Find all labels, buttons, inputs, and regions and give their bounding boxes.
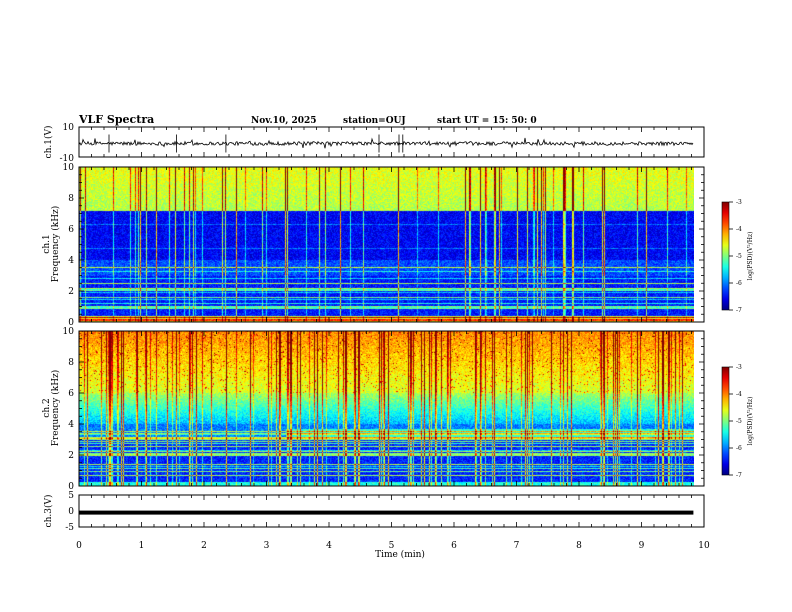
x-tick-label: 6 (451, 541, 457, 551)
ch1-spec-ylabel: Frequency (kHz) (50, 206, 61, 283)
ch1-cb-tick-m6: -6 (736, 280, 742, 287)
ch3-wave-ytick-5: 5 (68, 491, 74, 501)
ch2-spectrogram-image (79, 331, 694, 486)
chart-title: VLF Spectra (78, 113, 154, 126)
ch2-spec-channel-label: ch.2 (42, 398, 52, 417)
ch3-wave-ylabel: ch.3(V) (43, 495, 54, 528)
x-tick-label: 8 (576, 541, 582, 551)
ch2-spec-ytick-10: 10 (63, 327, 75, 337)
x-tick-label: 7 (514, 541, 520, 551)
ch2-spec-ytick-8: 8 (68, 358, 74, 368)
ch1-spec-ytick-8: 8 (68, 194, 74, 204)
x-axis-label: Time (min) (375, 549, 425, 560)
ch1-waveform-ticks (78, 127, 705, 157)
ch2-spec-ytick-0: 0 (68, 482, 74, 492)
ch1-spectrogram-ticks (78, 166, 705, 323)
ch1-spectrogram-image (79, 167, 694, 322)
ch3-waveform-trace (79, 510, 694, 515)
ch1-cb-tick-m7: -7 (736, 307, 742, 314)
ch1-colorbar-ticks (729, 201, 733, 311)
ch1-cb-tick-m5: -5 (736, 253, 742, 260)
ch1-wave-ytick-top: 10 (63, 123, 75, 133)
ch2-colorbar-ticks (729, 366, 733, 476)
ch1-waveform-panel: 10 -10 ch.1(V) (43, 123, 705, 164)
ch1-colorbar-label: log(PSD)(V²/Hz) (747, 232, 754, 281)
ch1-spectrogram-panel: 0 2 4 6 8 10 ch.1 Frequency (kHz) -3 -4 … (42, 163, 754, 328)
ch1-spec-ytick-10: 10 (63, 163, 75, 173)
ch2-cb-tick-m3: -3 (736, 364, 742, 371)
x-tick-label: 4 (326, 541, 332, 551)
x-tick-label: 1 (139, 541, 145, 551)
ch2-colorbar-label: log(PSD)(V²/Hz) (747, 397, 754, 446)
x-tick-label: 10 (698, 541, 710, 551)
ch1-spec-ytick-4: 4 (68, 256, 74, 266)
ch1-waveform-trace (78, 134, 694, 153)
x-tick-label: 5 (389, 541, 395, 551)
ch1-wave-ytick-bottom: -10 (60, 154, 75, 164)
ch2-spectrogram-panel: 0 2 4 6 8 10 ch.2 Frequency (kHz) -3 -4 … (42, 327, 754, 492)
start-ut-label: start UT = 15: 50: 0 (437, 116, 537, 126)
ch2-spec-ytick-4: 4 (68, 420, 74, 430)
ch2-cb-tick-m6: -6 (736, 445, 742, 452)
x-tick-label: 3 (264, 541, 270, 551)
ch1-spec-channel-label: ch.1 (42, 234, 52, 253)
ch1-wave-ylabel: ch.1(V) (43, 126, 54, 159)
ch1-spec-ytick-6: 6 (68, 225, 74, 235)
ch3-waveform-ticks (78, 495, 705, 527)
ch3-wave-ytick-0: 0 (68, 507, 74, 517)
station-label: station=OUJ (343, 116, 406, 126)
ch1-cb-tick-m4: -4 (736, 226, 742, 233)
ch1-spec-ytick-0: 0 (68, 318, 74, 328)
ch2-cb-tick-m7: -7 (736, 472, 742, 479)
ch1-cb-tick-m3: -3 (736, 199, 742, 206)
ch2-spec-ytick-6: 6 (68, 389, 74, 399)
ch2-colorbar (721, 366, 730, 476)
x-tick-label: 9 (639, 541, 645, 551)
x-tick-label: 0 (76, 541, 82, 551)
ch2-spectrogram-ticks (78, 330, 705, 487)
ch3-wave-ytick-m5: -5 (65, 523, 74, 533)
x-tick-label: 2 (201, 541, 207, 551)
ch1-spec-ytick-2: 2 (68, 287, 74, 297)
ch3-waveform-panel: 5 0 -5 ch.3(V) (43, 491, 705, 533)
ch2-spec-ytick-2: 2 (68, 451, 74, 461)
date-label: Nov.10, 2025 (251, 116, 317, 126)
x-axis-tick-labels: 0 1 2 3 4 5 6 7 8 9 10 (76, 541, 710, 551)
ch2-spec-ylabel: Frequency (kHz) (50, 370, 61, 447)
ch2-cb-tick-m5: -5 (736, 418, 742, 425)
ch1-colorbar (721, 201, 730, 311)
ch2-cb-tick-m4: -4 (736, 391, 742, 398)
